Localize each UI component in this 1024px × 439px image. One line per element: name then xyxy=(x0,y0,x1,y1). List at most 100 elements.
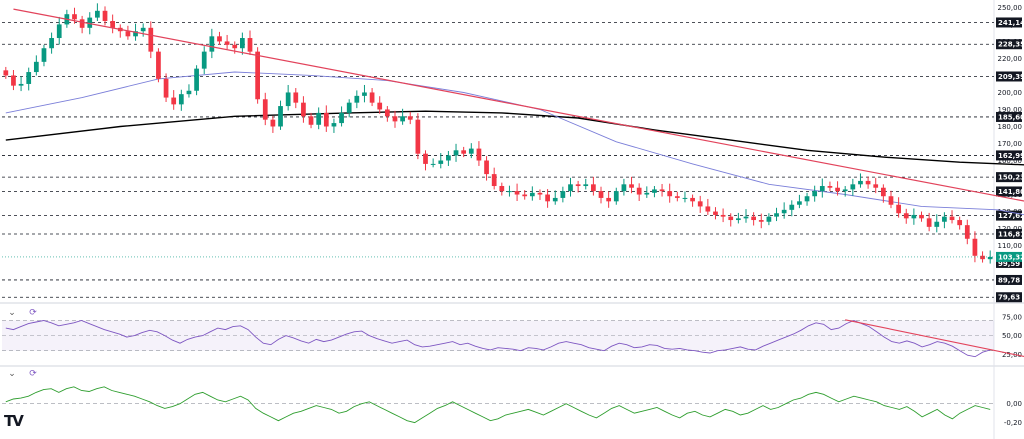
candle-body xyxy=(591,184,596,192)
candle-body xyxy=(522,194,528,197)
candle-body xyxy=(972,238,978,256)
candle-body xyxy=(18,83,24,86)
momentum-settings-icon[interactable]: ⟳ xyxy=(29,369,37,379)
level-tag xyxy=(996,210,1022,221)
level-tag-label: 150,23 xyxy=(998,174,1024,182)
level-tag xyxy=(996,39,1022,50)
candle-body xyxy=(369,92,375,103)
candle-body xyxy=(636,187,642,195)
candle-body xyxy=(339,112,344,124)
candle-body xyxy=(850,184,856,190)
candle-body xyxy=(911,214,917,219)
candle-body xyxy=(987,256,993,260)
level-tag-label: 89,78 xyxy=(998,276,1020,284)
current-price-label: 103,32 xyxy=(998,253,1024,261)
candle-body xyxy=(209,36,215,52)
candle-body xyxy=(102,10,108,22)
candle-body xyxy=(400,116,405,122)
price-axis-tick: 220,00 xyxy=(998,55,1023,63)
candle-body xyxy=(888,196,894,205)
candle-body xyxy=(598,191,604,198)
price-trendline xyxy=(13,8,1024,202)
level-tag xyxy=(996,274,1022,285)
candle-body xyxy=(140,27,146,32)
candle-body xyxy=(842,189,848,192)
candle-body xyxy=(79,19,85,28)
candle-body xyxy=(384,109,390,117)
candle-body xyxy=(346,102,352,113)
candle-body xyxy=(980,255,985,260)
price-axis-tick: 180,00 xyxy=(998,123,1023,131)
candle-body xyxy=(270,119,276,127)
momentum-axis-tick: 0,00 xyxy=(1006,400,1022,408)
candle-body xyxy=(507,191,512,193)
level-tag xyxy=(996,111,1022,122)
candle-body xyxy=(163,78,169,98)
candle-body xyxy=(56,24,62,39)
price-axis-tick: 170,00 xyxy=(998,140,1023,148)
candle-body xyxy=(72,14,77,20)
candle-body xyxy=(903,213,909,219)
rsi-axis-tick: 75,00 xyxy=(1002,313,1022,321)
candle-body xyxy=(697,201,703,207)
candle-body xyxy=(3,70,9,76)
candle-body xyxy=(491,174,497,187)
candle-body xyxy=(797,201,802,205)
level-tag xyxy=(996,228,1022,239)
candle-body xyxy=(232,44,238,49)
candle-body xyxy=(743,216,749,219)
candle-body xyxy=(331,123,337,127)
rsi-settings-icon[interactable]: ⟳ xyxy=(29,308,37,318)
candle-body xyxy=(95,10,100,18)
candle-body xyxy=(293,92,299,103)
level-tag xyxy=(996,71,1022,82)
level-tag-label: 241,14 xyxy=(998,19,1024,27)
candle-body xyxy=(201,51,207,69)
candle-body xyxy=(736,218,741,221)
level-tag-label: 116,81 xyxy=(998,230,1024,238)
candle-body xyxy=(659,189,665,192)
candle-body xyxy=(766,216,772,222)
candle-body xyxy=(728,216,734,221)
candle-body xyxy=(377,102,383,110)
candle-body xyxy=(880,187,886,197)
candle-body xyxy=(41,48,47,62)
candle-body xyxy=(560,191,566,198)
candle-body xyxy=(446,155,451,161)
candle-body xyxy=(926,218,932,227)
level-tag-label: 127,62 xyxy=(998,212,1024,220)
candle-body xyxy=(751,216,756,221)
candle-body xyxy=(392,116,398,122)
candle-body xyxy=(148,27,154,52)
candle-body xyxy=(301,102,306,117)
candle-body xyxy=(49,38,54,49)
candle-body xyxy=(964,225,970,239)
level-tag-label: 162,99 xyxy=(998,152,1024,160)
level-tag xyxy=(996,172,1022,183)
level-tag xyxy=(996,186,1022,197)
rsi-collapse-icon[interactable]: ⌄ xyxy=(8,308,16,318)
candle-body xyxy=(835,187,840,192)
candle-body xyxy=(461,150,467,154)
candle-body xyxy=(255,51,260,100)
candle-body xyxy=(858,180,863,185)
level-tag xyxy=(996,292,1022,303)
level-tag xyxy=(996,150,1022,161)
momentum-collapse-icon[interactable]: ⌄ xyxy=(8,369,16,379)
candle-body xyxy=(942,216,947,222)
candle-body xyxy=(11,75,16,86)
candle-body xyxy=(224,41,230,45)
candle-body xyxy=(606,197,612,202)
candle-body xyxy=(499,186,505,192)
candle-body xyxy=(171,97,177,105)
candle-body xyxy=(430,163,436,165)
candle-body xyxy=(804,196,810,202)
candle-body xyxy=(583,184,589,187)
candle-body xyxy=(110,21,116,28)
candle-body xyxy=(705,206,711,212)
candle-body xyxy=(812,191,818,197)
candle-body xyxy=(125,31,131,37)
rsi-trendline xyxy=(845,319,1024,358)
